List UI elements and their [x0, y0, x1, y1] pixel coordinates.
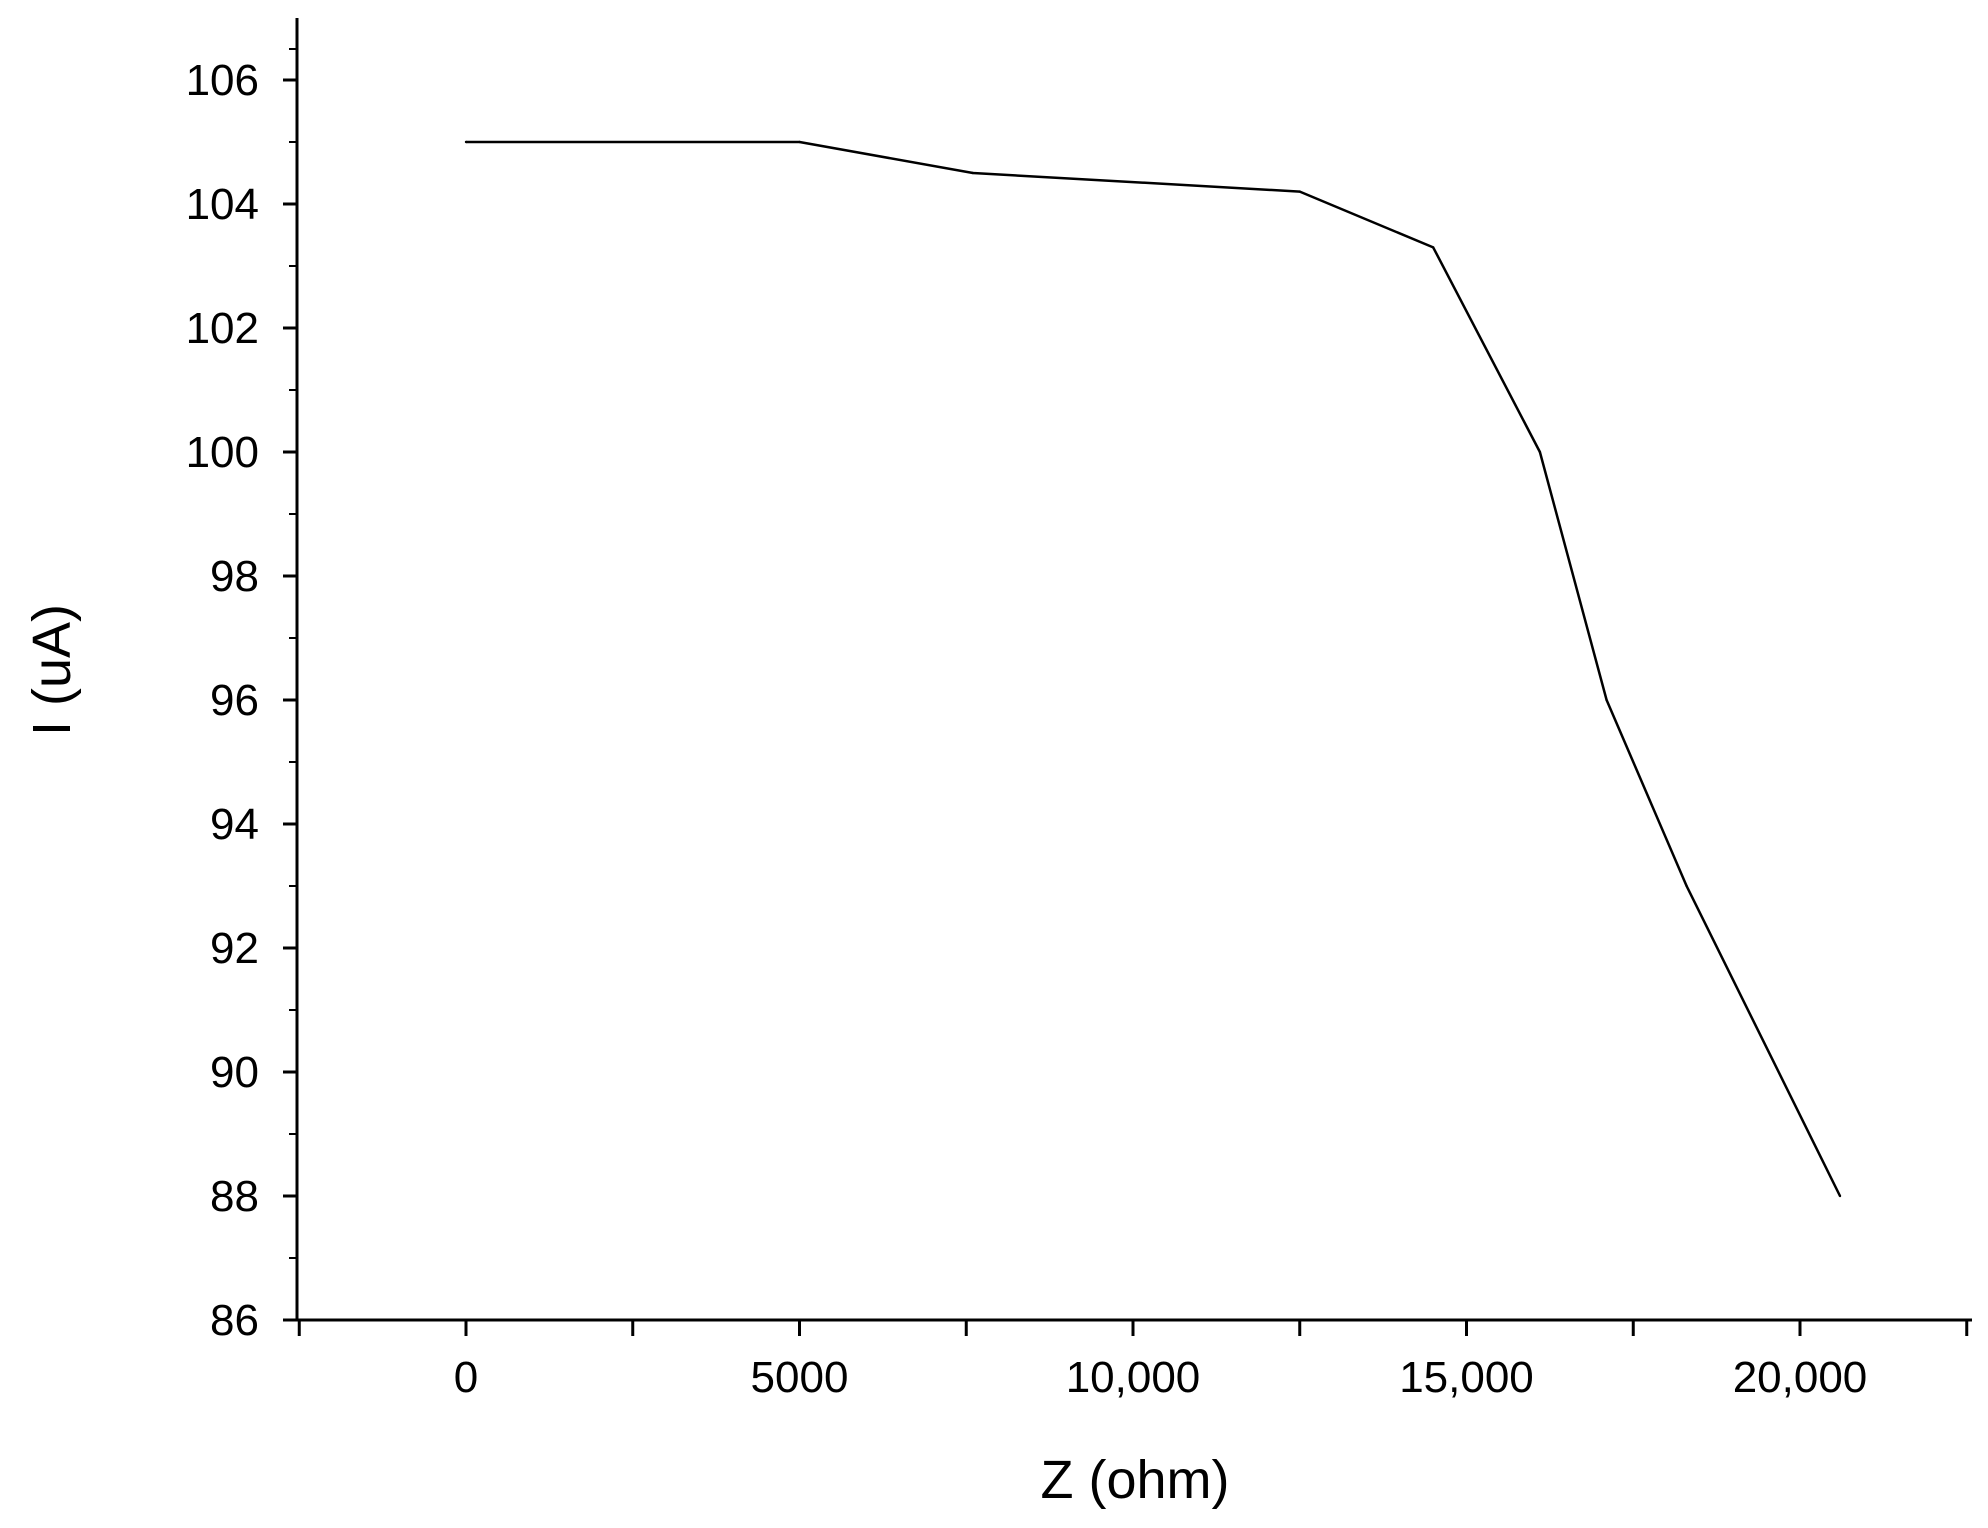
series	[464, 140, 1842, 1198]
y-tick-label: 96	[210, 676, 259, 725]
y-tick-label: 90	[210, 1048, 259, 1097]
y-tick-label: 98	[210, 552, 259, 601]
series-line	[466, 140, 1842, 1197]
y-tick-label: 92	[210, 924, 259, 973]
y-tick-label: 102	[186, 304, 259, 353]
data-point	[1838, 1194, 1842, 1198]
ticks: 86 88 90 92 94 96 98 100 102 104 106 0 5000 10,000 15,…	[186, 48, 1969, 1402]
x-tick-label: 15,000	[1399, 1353, 1534, 1402]
y-tick-label: 106	[186, 56, 259, 105]
y-tick-label: 100	[186, 428, 259, 477]
x-tick-label: 0	[454, 1353, 478, 1402]
data-point	[1538, 450, 1542, 454]
data-point	[464, 140, 468, 144]
y-tick-label: 104	[186, 180, 259, 229]
data-point	[1605, 698, 1608, 702]
x-axis-title: Z (ohm)	[1041, 1450, 1230, 1510]
y-tick-label: 94	[210, 800, 259, 849]
x-tick-label: 5000	[751, 1353, 849, 1402]
data-point	[1431, 246, 1435, 249]
y-axis-title: I (uA)	[22, 604, 82, 736]
data-point	[798, 140, 801, 144]
data-point	[1298, 190, 1301, 193]
data-point	[971, 171, 975, 175]
x-tick-label: 20,000	[1733, 1353, 1868, 1402]
y-tick-label: 86	[210, 1296, 259, 1345]
x-tick-label: 10,000	[1066, 1353, 1201, 1402]
axes	[295, 18, 1972, 1322]
data-point	[1685, 884, 1688, 888]
y-tick-label: 88	[210, 1172, 259, 1221]
